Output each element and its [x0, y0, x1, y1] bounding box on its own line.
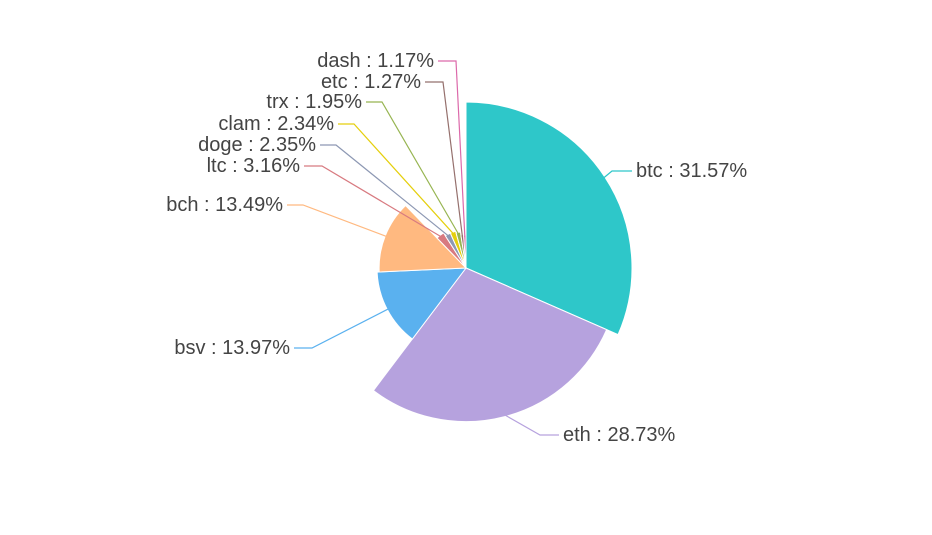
leader-line-trx — [366, 101, 460, 235]
labels-layer: btc : 31.57% eth : 28.73% bsv : 13.97% bch … — [166, 50, 747, 446]
leader-line-bsv — [294, 308, 390, 349]
slice-label-clam: clam : 2.34% — [218, 113, 334, 135]
leader-line-clam — [338, 123, 455, 235]
pie-slice-trx[interactable] — [455, 231, 467, 269]
leader-line-eth — [503, 414, 559, 436]
slice-label-ltc: ltc : 3.16% — [207, 155, 301, 177]
leader-line-doge — [320, 144, 450, 237]
pie-slice-clam[interactable] — [449, 230, 467, 269]
leader-line-bch — [287, 204, 388, 238]
slices-layer — [372, 101, 633, 423]
slice-label-etc: etc : 1.27% — [321, 71, 421, 93]
pie-slice-ltc[interactable] — [436, 232, 467, 269]
leader-line-ltc — [304, 165, 442, 238]
slice-label-dash: dash : 1.17% — [317, 50, 434, 72]
leader-lines-layer — [287, 60, 632, 436]
leader-line-etc — [425, 81, 464, 237]
slice-label-btc: btc : 31.57% — [636, 160, 747, 182]
slice-label-eth: eth : 28.73% — [563, 424, 676, 446]
leader-line-dash — [438, 60, 466, 238]
slice-label-bch: bch : 13.49% — [166, 194, 283, 216]
slice-label-bsv: bsv : 13.97% — [174, 337, 290, 359]
slice-label-trx: trx : 1.95% — [266, 91, 362, 113]
pie-slice-eth[interactable] — [372, 267, 608, 423]
slice-label-doge: doge : 2.35% — [198, 134, 316, 156]
leader-line-btc — [602, 170, 632, 179]
